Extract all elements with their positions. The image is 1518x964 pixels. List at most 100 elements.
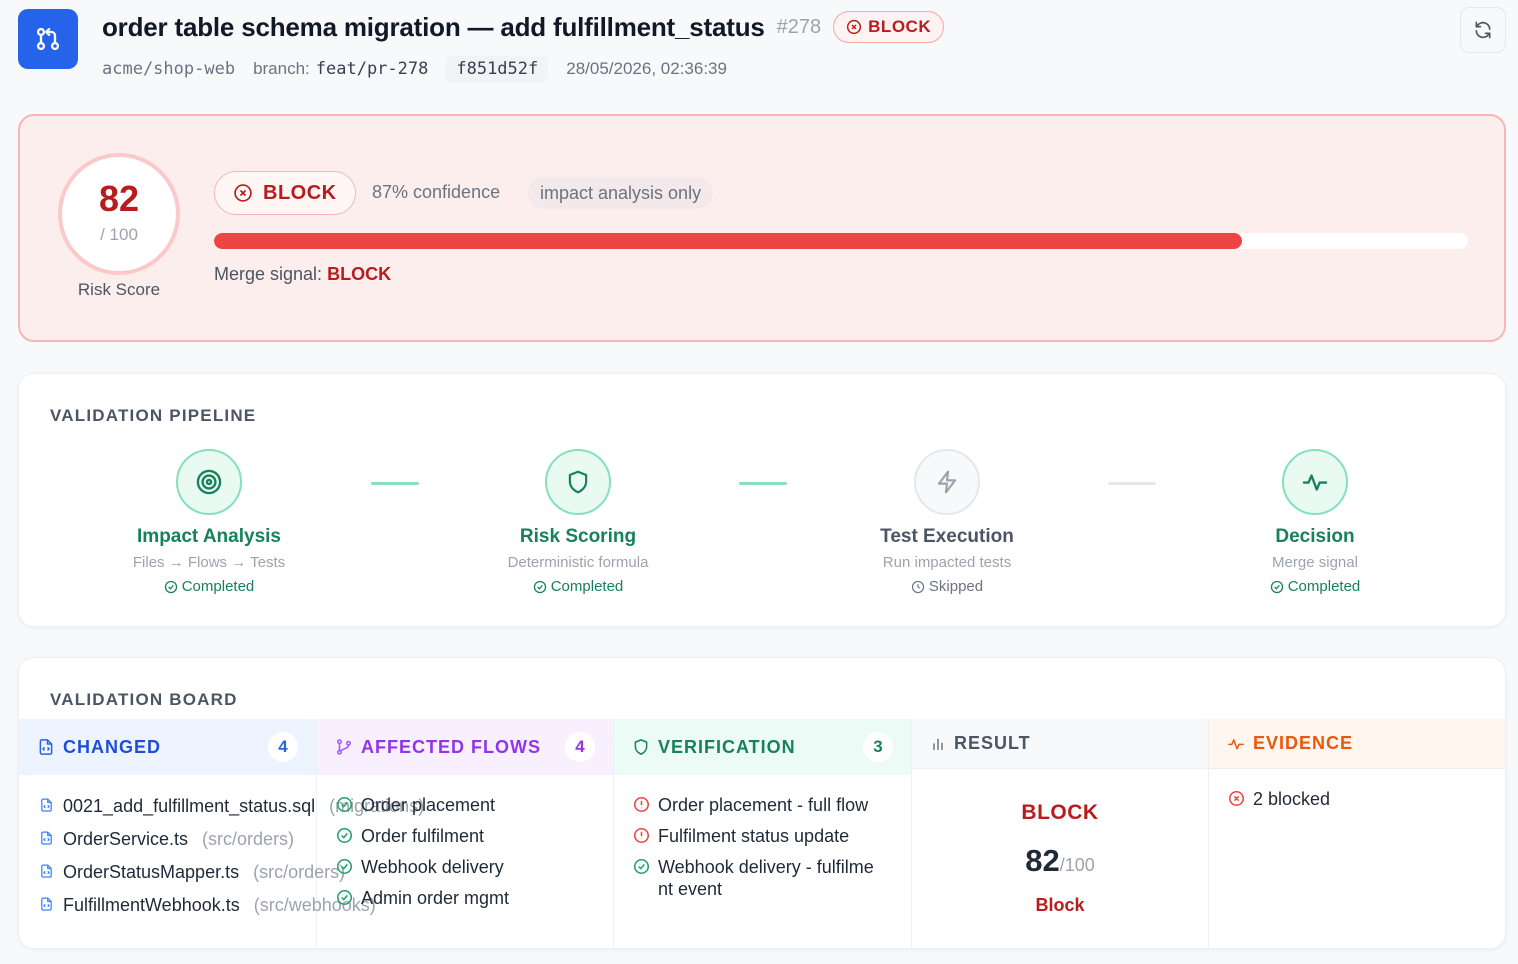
commit-sha[interactable]: f851d52f — [446, 56, 549, 82]
merge-signal: Merge signal: BLOCK — [214, 264, 391, 285]
pipeline-stage-tests[interactable]: Test Execution Run impacted tests Skippe… — [817, 449, 1077, 595]
board-column-result: RESULT BLOCK 82/100 Block — [912, 719, 1209, 948]
flow-name: Order fulfilment — [361, 826, 485, 846]
stage-name: Test Execution — [880, 526, 1014, 547]
flow-item[interactable]: Order fulfilment — [335, 825, 595, 856]
column-header-verification[interactable]: VERIFICATION 3 — [614, 719, 911, 775]
check-circle-icon — [335, 858, 353, 875]
column-label: CHANGED — [63, 736, 162, 757]
verification-item[interactable]: Order placement - full flow — [632, 794, 893, 825]
board-column-verification: VERIFICATION 3 Order placement - full fl… — [614, 719, 912, 948]
file-code-icon — [37, 830, 55, 846]
shield-icon — [634, 739, 648, 755]
result-score: 82/100 — [912, 843, 1208, 879]
verification-list: Order placement - full flow Fulfilment s… — [614, 775, 911, 916]
flow-item[interactable]: Order placement — [335, 794, 595, 825]
pipeline-stage-decision[interactable]: Decision Merge signal Completed — [1185, 449, 1445, 595]
stage-name: Decision — [1275, 526, 1355, 547]
risk-progress-bar — [214, 233, 1468, 249]
check-circle-icon — [335, 827, 353, 844]
check-circle-icon — [632, 858, 650, 875]
board-column-flows: AFFECTED FLOWS 4 Order placement Order f… — [317, 719, 614, 948]
column-label: AFFECTED FLOWS — [361, 736, 541, 757]
column-header-changed[interactable]: CHANGED 4 — [19, 719, 316, 775]
x-circle-icon — [1227, 790, 1245, 807]
flow-item[interactable]: Webhook delivery — [335, 856, 595, 887]
stage-status-label: Skipped — [928, 578, 984, 595]
changed-file-item[interactable]: FulfillmentWebhook.ts (src/webhooks) — [37, 894, 376, 927]
flow-item[interactable]: Admin order mgmt — [335, 887, 595, 918]
clock-icon — [911, 580, 925, 593]
evidence-list: 2 blocked — [1209, 769, 1505, 824]
alert-circle-icon — [632, 796, 650, 813]
stage-status-label: Completed — [550, 578, 624, 595]
file-name: FulfillmentWebhook.ts — [63, 895, 240, 915]
analysis-mode-pill: impact analysis only — [528, 177, 714, 209]
merge-signal-value: BLOCK — [327, 264, 392, 284]
changed-file-item[interactable]: 0021_add_fulfillment_status.sql (migratio… — [37, 795, 424, 828]
risk-score-ring: 82 / 100 — [58, 153, 180, 275]
verification-name-line2: nt event — [658, 879, 723, 899]
column-header-result[interactable]: RESULT — [912, 719, 1208, 769]
column-count: 3 — [863, 732, 893, 762]
board-title: VALIDATION BOARD — [50, 690, 238, 709]
pipeline-title: VALIDATION PIPELINE — [50, 406, 257, 425]
git-branch-icon — [337, 739, 351, 755]
flow-name: Webhook delivery — [361, 857, 504, 877]
result-signal: BLOCK — [1021, 801, 1099, 824]
evidence-item[interactable]: 2 blocked — [1227, 788, 1489, 810]
check-circle-icon — [335, 796, 353, 813]
file-path: (src/orders) — [253, 862, 346, 882]
changed-files-list: 0021_add_fulfillment_status.sql (migratio… — [19, 775, 424, 941]
activity-icon — [1228, 738, 1244, 750]
file-code-icon — [37, 896, 55, 912]
merge-signal-label: Merge signal: — [214, 264, 323, 284]
changed-file-item[interactable]: OrderStatusMapper.ts (src/orders) — [37, 861, 345, 894]
risk-score-label: Risk Score — [77, 280, 161, 299]
branch-name[interactable]: feat/pr-278 — [315, 59, 429, 79]
verification-name: Webhook delivery - fulfilme nt event — [658, 856, 874, 900]
column-label: RESULT — [954, 733, 1031, 753]
check-circle-icon — [164, 580, 177, 593]
status-badge: BLOCK — [833, 11, 945, 43]
stage-status: Completed — [164, 578, 255, 595]
changed-file-item[interactable]: OrderService.ts (src/orders) — [37, 828, 298, 861]
repo-name[interactable]: acme/shop-web — [102, 59, 236, 79]
page-title: order table schema migration — add fulfi… — [102, 11, 765, 42]
stage-description: Files → Flows → Tests — [132, 554, 286, 571]
stage-status-label: Completed — [181, 578, 255, 595]
flow-name: Admin order mgmt — [361, 888, 510, 908]
column-label: VERIFICATION — [658, 736, 796, 757]
file-path: (src/webhooks) — [253, 895, 376, 915]
stage-name: Risk Scoring — [519, 526, 637, 547]
column-count: 4 — [565, 732, 595, 762]
flow-name: Order placement — [361, 795, 496, 815]
result-label: Block — [1035, 895, 1085, 915]
file-path: (src/orders) — [202, 829, 295, 849]
pipeline-connector — [1108, 482, 1156, 485]
stage-name: Impact Analysis — [137, 526, 281, 547]
pipeline-stage-impact[interactable]: Impact Analysis Files → Flows → Tests Co… — [79, 449, 339, 595]
refresh-button[interactable] — [1460, 7, 1506, 53]
verification-item[interactable]: Webhook delivery - fulfilme nt event — [632, 856, 893, 902]
pipeline-stage-risk[interactable]: Risk Scoring Deterministic formula Compl… — [448, 449, 708, 595]
risk-summary-card: 82 / 100 Risk Score BLOCK 87% confidence… — [18, 114, 1506, 342]
file-name: OrderStatusMapper.ts — [63, 862, 240, 882]
column-label: EVIDENCE — [1253, 733, 1354, 753]
verification-name: Fulfilment status update — [658, 826, 850, 846]
verification-item[interactable]: Fulfilment status update — [632, 825, 893, 856]
bar-chart-icon — [933, 738, 943, 750]
column-header-flows[interactable]: AFFECTED FLOWS 4 — [317, 719, 613, 775]
column-header-evidence[interactable]: EVIDENCE — [1209, 719, 1505, 769]
branch-label: branch: — [253, 59, 310, 78]
risk-progress-fill — [214, 233, 1243, 249]
validation-pipeline-card: VALIDATION PIPELINE Impact Analysis File… — [18, 373, 1506, 627]
stage-status-label: Completed — [1287, 578, 1361, 595]
file-path: (migrations) — [329, 796, 425, 816]
board-column-evidence: EVIDENCE 2 blocked — [1209, 719, 1505, 948]
result-score-value: 82 — [1025, 843, 1060, 878]
stage-description: Run impacted tests — [882, 554, 1012, 571]
refresh-icon — [1475, 21, 1491, 39]
shield-icon — [545, 449, 611, 515]
header-title-row: order table schema migration — add fulfi… — [102, 11, 945, 43]
